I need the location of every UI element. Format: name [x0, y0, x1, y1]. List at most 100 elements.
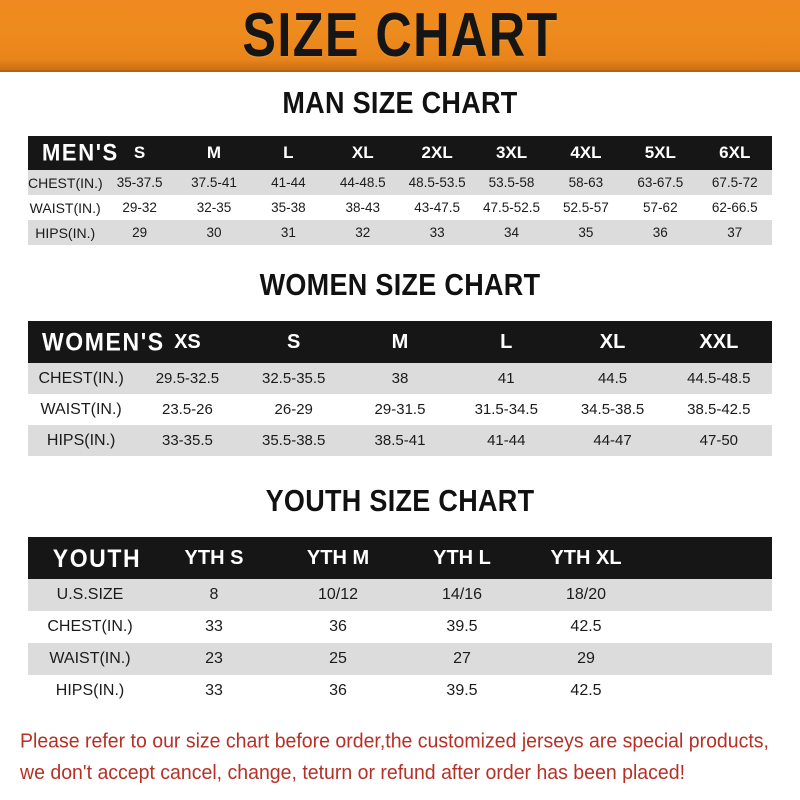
youth-row-label: WAIST(IN.) [28, 643, 152, 675]
men-cell: 32 [325, 220, 400, 245]
youth-cell: 18/20 [524, 579, 648, 611]
women-column-header: S [240, 321, 347, 363]
youth-column-header: YTH S [152, 537, 276, 579]
youth-cell: 36 [276, 611, 400, 643]
youth-cell: 39.5 [400, 611, 524, 643]
women-cell: 33-35.5 [134, 425, 241, 456]
women-column-header: M [346, 321, 454, 363]
youth-cell: 36 [276, 675, 400, 707]
men-table-body: CHEST(IN.) 35-37.5 37.5-41 41-44 44-48.5… [28, 170, 772, 245]
men-column-header: 5XL [623, 136, 698, 170]
women-row-header-text: WOMEN'S [42, 327, 165, 356]
women-column-header: L [453, 321, 560, 363]
youth-cell: 29 [524, 643, 648, 675]
youth-cell: 25 [276, 643, 400, 675]
women-column-header: XL [559, 321, 666, 363]
women-cell: 44.5-48.5 [665, 363, 772, 394]
men-cell: 33 [399, 220, 475, 245]
table-row: CHEST(IN.) 35-37.5 37.5-41 41-44 44-48.5… [28, 170, 772, 195]
men-section-title: MAN SIZE CHART [282, 85, 518, 121]
women-table-body: CHEST(IN.) 29.5-32.5 32.5-35.5 38 41 44.… [28, 363, 772, 456]
men-row-header-text: MEN'S [42, 138, 119, 167]
men-cell: 43-47.5 [399, 195, 475, 220]
youth-table-wrap: YOUTH YTH S YTH M YTH L YTH XL U.S.SIZE … [28, 537, 772, 707]
table-row: WAIST(IN.) 23 25 27 29 [28, 643, 772, 675]
table-row: WAIST(IN.) 23.5-26 26-29 29-31.5 31.5-34… [28, 394, 772, 425]
women-cell: 38.5-42.5 [665, 394, 772, 425]
youth-cell: 33 [152, 675, 276, 707]
women-cell: 23.5-26 [134, 394, 241, 425]
youth-cell-spacer [648, 579, 772, 611]
men-cell: 31 [251, 220, 326, 245]
men-cell: 53.5-58 [474, 170, 549, 195]
women-row-header-label: WOMEN'S [28, 321, 163, 363]
men-cell: 37 [697, 220, 772, 245]
men-cell: 57-62 [623, 195, 698, 220]
youth-column-header: YTH L [400, 537, 524, 579]
page-banner: SIZE CHART [0, 0, 800, 72]
men-cell: 62-66.5 [697, 195, 772, 220]
men-cell: 44-48.5 [325, 170, 400, 195]
youth-row-label: CHEST(IN.) [28, 611, 152, 643]
youth-size-table: YOUTH YTH S YTH M YTH L YTH XL U.S.SIZE … [28, 537, 772, 707]
women-table-wrap: WOMEN'S XS S M L XL XXL CHEST(IN.) 29.5-… [28, 321, 772, 456]
table-row: CHEST(IN.) 33 36 39.5 42.5 [28, 611, 772, 643]
men-cell: 52.5-57 [548, 195, 624, 220]
youth-cell-spacer [648, 643, 772, 675]
women-cell: 32.5-35.5 [240, 363, 347, 394]
women-cell: 41-44 [453, 425, 560, 456]
youth-column-header: YTH M [276, 537, 400, 579]
women-cell: 47-50 [665, 425, 772, 456]
men-cell: 30 [176, 220, 252, 245]
men-cell: 35-37.5 [102, 170, 177, 195]
table-row: CHEST(IN.) 29.5-32.5 32.5-35.5 38 41 44.… [28, 363, 772, 394]
men-column-header: M [176, 136, 252, 170]
men-column-header: 3XL [474, 136, 549, 170]
table-row: WAIST(IN.) 29-32 32-35 35-38 38-43 43-47… [28, 195, 772, 220]
women-row-label: WAIST(IN.) [28, 394, 135, 425]
youth-cell: 39.5 [400, 675, 524, 707]
youth-cell-spacer [648, 675, 772, 707]
men-cell: 34 [474, 220, 549, 245]
women-cell: 31.5-34.5 [453, 394, 560, 425]
youth-section-title: YOUTH SIZE CHART [265, 483, 535, 519]
men-column-header: S [102, 136, 177, 170]
men-column-header: 2XL [399, 136, 475, 170]
men-table-wrap: MEN'S S M L XL 2XL 3XL 4XL 5XL 6XL CHEST… [28, 136, 772, 245]
youth-cell: 27 [400, 643, 524, 675]
men-cell: 29-32 [102, 195, 177, 220]
footer-disclaimer: Please refer to our size chart before or… [20, 725, 780, 789]
women-cell: 29-31.5 [346, 394, 454, 425]
youth-row-label: HIPS(IN.) [28, 675, 152, 707]
men-table-head: MEN'S S M L XL 2XL 3XL 4XL 5XL 6XL [28, 136, 772, 170]
table-row: HIPS(IN.) 33 36 39.5 42.5 [28, 675, 772, 707]
women-section-title: WOMEN SIZE CHART [259, 267, 541, 303]
men-cell: 29 [102, 220, 177, 245]
men-row-label: HIPS(IN.) [28, 220, 103, 245]
youth-header-row: YOUTH YTH S YTH M YTH L YTH XL [28, 537, 772, 579]
women-cell: 35.5-38.5 [240, 425, 347, 456]
women-cell: 38 [346, 363, 454, 394]
men-cell: 38-43 [325, 195, 400, 220]
women-column-header: XS [134, 321, 241, 363]
men-cell: 67.5-72 [697, 170, 772, 195]
youth-cell: 42.5 [524, 611, 648, 643]
table-row: HIPS(IN.) 29 30 31 32 33 34 35 36 37 [28, 220, 772, 245]
men-cell: 35 [548, 220, 624, 245]
men-cell: 41-44 [251, 170, 326, 195]
women-cell: 44.5 [559, 363, 666, 394]
youth-cell: 42.5 [524, 675, 648, 707]
men-row-label: CHEST(IN.) [28, 170, 103, 195]
footer-line-2: we don't accept cancel, change, teturn o… [20, 761, 685, 785]
table-row: HIPS(IN.) 33-35.5 35.5-38.5 38.5-41 41-4… [28, 425, 772, 456]
table-row: U.S.SIZE 8 10/12 14/16 18/20 [28, 579, 772, 611]
men-column-header: 4XL [548, 136, 624, 170]
men-column-header: XL [325, 136, 400, 170]
women-cell: 26-29 [240, 394, 347, 425]
men-cell: 63-67.5 [623, 170, 698, 195]
youth-cell: 23 [152, 643, 276, 675]
men-column-header: L [251, 136, 326, 170]
youth-table-body: U.S.SIZE 8 10/12 14/16 18/20 CHEST(IN.) … [28, 579, 772, 707]
youth-cell: 33 [152, 611, 276, 643]
